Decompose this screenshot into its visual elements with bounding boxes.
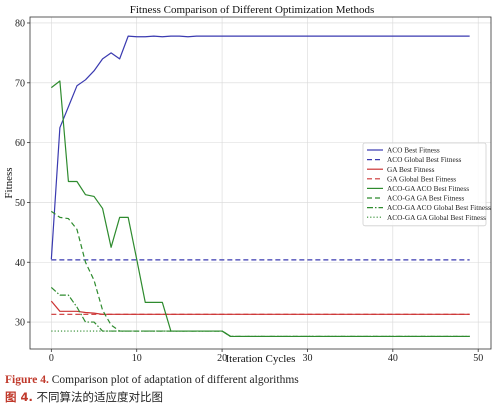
plot-frame	[29, 16, 492, 350]
legend-label-3: GA Best Fitness	[387, 165, 435, 174]
figure-caption-chinese-label: 图 4.	[5, 390, 33, 404]
figure-caption-english-label: Figure 4.	[5, 374, 49, 386]
x-tick-label: 30	[302, 353, 312, 364]
figure-caption-chinese-text: 不同算法的适应度对比图	[36, 390, 164, 404]
y-tick-label: 40	[15, 258, 25, 269]
x-tick-label: 10	[132, 353, 142, 364]
series-line-1	[50, 35, 470, 260]
series-line-8	[51, 330, 470, 338]
legend-label-4: GA Global Best Fitness	[387, 174, 456, 183]
legend-label-6: ACO-GA GA Best Fitness	[387, 194, 464, 203]
series-line-7	[50, 286, 470, 338]
x-tick-label: 20	[217, 353, 227, 364]
y-tick-label: 30	[15, 318, 25, 329]
y-tick-label: 70	[15, 78, 25, 89]
figure-caption-english: Figure 4. Comparison plot of adaptation …	[5, 374, 299, 386]
legend-label-1: ACO Best Fitness	[387, 146, 440, 155]
x-axis-label: Iteration Cycles	[226, 353, 296, 365]
x-tick-label: 40	[388, 353, 398, 364]
y-tick-label: 80	[15, 18, 25, 29]
series-layer	[50, 35, 470, 338]
tick-layer: 0 10 20 30 40 50 30 40 50 60 70 80	[15, 18, 483, 364]
series-line-3	[50, 300, 470, 315]
figure-caption-english-text: Comparison plot of adaptation of differe…	[51, 374, 299, 386]
legend-label-2: ACO Global Best Fitness	[387, 155, 462, 164]
y-axis-label: Fitness	[3, 167, 15, 198]
y-tick-label: 60	[15, 138, 25, 149]
figure-caption-chinese: 图 4. 不同算法的适应度对比图	[5, 389, 163, 405]
x-tick-label: 50	[473, 353, 483, 364]
legend-box	[362, 142, 487, 227]
legend-label-8: ACO-GA GA Global Best Fitness	[387, 213, 486, 222]
fitness-line-chart: Fitness Comparison of Different Optimiza…	[3, 4, 492, 365]
series-line-6	[50, 210, 470, 338]
legend-label-5: ACO-GA ACO Best Fitness	[387, 184, 469, 193]
legend-label-7: ACO-GA ACO Global Best Fitness	[387, 203, 491, 212]
y-tick-label: 50	[15, 198, 25, 209]
chart-title: Fitness Comparison of Different Optimiza…	[130, 4, 375, 16]
x-tick-label: 0	[49, 353, 54, 364]
